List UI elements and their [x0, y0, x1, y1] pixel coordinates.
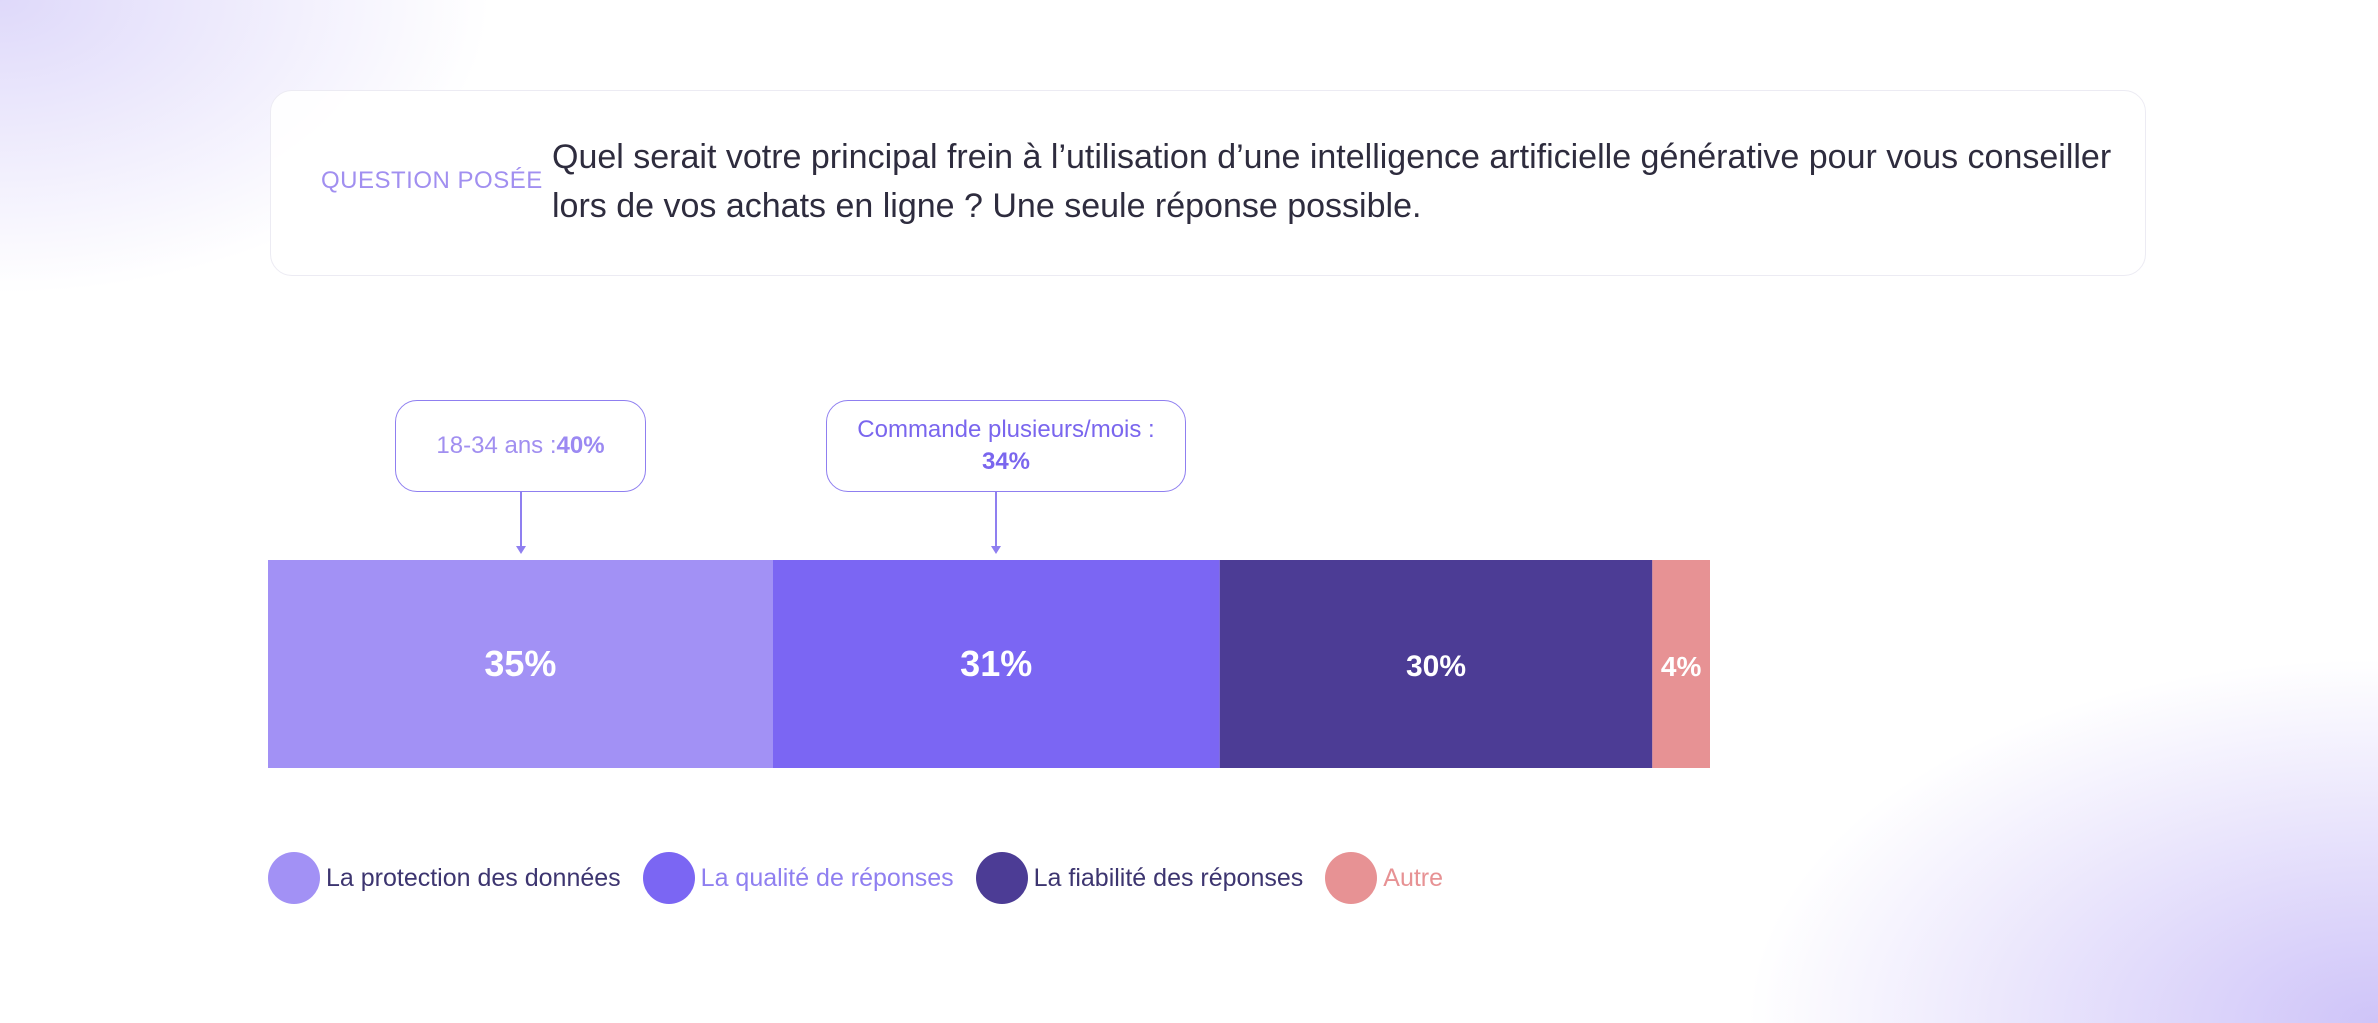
legend-label-2: La qualité de réponses [700, 863, 954, 892]
legend-item-1: La protection des données [268, 852, 621, 904]
callout-commande: Commande plusieurs/mois : 34% [826, 400, 1186, 492]
legend-item-4: Autre [1325, 852, 1443, 904]
bar-segment-2 [772, 560, 1220, 768]
question-label: QUESTION POSÉE [321, 167, 543, 194]
bar-segment-3 [1219, 560, 1653, 768]
callout-commande-value: 34% [981, 448, 1031, 475]
bar-label-4: 4% [1661, 651, 1702, 682]
legend: La protection des données La qualité de r… [268, 852, 1465, 904]
callout-18-34-pointer [520, 492, 522, 546]
legend-item-3: La fiabilité des réponses [975, 852, 1304, 904]
callout-18-34-prefix: 18-34 ans : [436, 432, 557, 459]
callout-18-34-arrowhead [516, 546, 526, 554]
question-card: QUESTION POSÉE Quel serait votre princip… [270, 90, 2146, 276]
callout-commande-arrowhead [991, 546, 1001, 554]
bar-label-1: 35% [484, 643, 556, 684]
bar-label-3: 30% [1406, 650, 1466, 683]
legend-item-2: La qualité de réponses [642, 852, 954, 904]
bar-label-2: 31% [960, 643, 1032, 684]
callout-18-34-value: 40% [556, 432, 605, 459]
legend-label-3: La fiabilité des réponses [1033, 863, 1304, 892]
legend-swatch-1 [268, 852, 320, 904]
bar-segment-1 [268, 560, 773, 768]
callout-commande-prefix: Commande plusieurs/mois : [857, 416, 1155, 443]
legend-swatch-2 [642, 852, 695, 904]
legend-swatch-4 [1325, 852, 1378, 904]
callout-commande-pointer [995, 492, 997, 546]
callout-18-34: 18-34 ans : 40% [395, 400, 646, 492]
legend-swatch-3 [975, 852, 1028, 904]
legend-label-1: La protection des données [326, 863, 621, 892]
bar-segment-4 [1652, 560, 1710, 768]
legend-label-4: Autre [1383, 863, 1444, 892]
question-text: Quel serait votre principal frein à l’ut… [552, 138, 2112, 225]
